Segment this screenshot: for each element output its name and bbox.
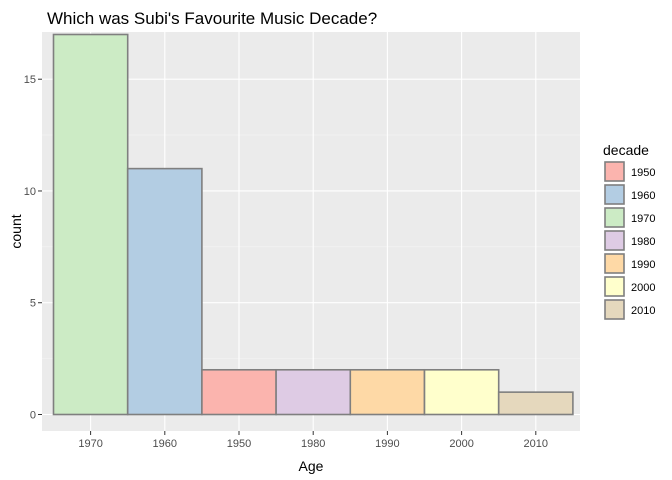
bar (52, 33, 129, 416)
bar (126, 167, 203, 416)
legend-items: 1950 1960 1970 1980 1990 2000 2010 (604, 161, 655, 320)
x-tick-label: 1960 (153, 438, 177, 450)
y-tick-label: 0 (30, 410, 36, 422)
bars (52, 33, 574, 416)
bar (423, 368, 500, 416)
legend-label: 2010 (631, 305, 655, 317)
y-axis: 0 5 10 15 (24, 74, 42, 422)
legend: decade 1950 1960 1970 1980 1990 2000 2010 (603, 142, 655, 320)
legend-label: 2000 (631, 282, 655, 294)
y-tick-label: 5 (30, 298, 36, 310)
y-axis-title: count (8, 214, 24, 248)
bar (201, 368, 277, 416)
bar (349, 368, 426, 416)
legend-label: 1960 (631, 190, 655, 202)
x-tick-label: 1980 (301, 438, 325, 450)
legend-label: 1970 (631, 213, 655, 225)
x-tick-label: 1970 (78, 438, 102, 450)
bar (275, 368, 352, 416)
x-tick-label: 2000 (449, 438, 473, 450)
x-tick-label: 1990 (375, 438, 399, 450)
legend-swatch (604, 184, 625, 205)
x-tick-label: 1950 (227, 438, 251, 450)
legend-label: 1990 (631, 259, 655, 271)
x-axis: 1970 1960 1950 1980 1990 2000 2010 (78, 431, 548, 450)
legend-swatch (604, 161, 625, 182)
x-tick-label: 2010 (524, 438, 548, 450)
legend-swatch (604, 207, 625, 228)
legend-swatch (604, 299, 625, 320)
chart-title: Which was Subi's Favourite Music Decade? (47, 9, 377, 28)
legend-label: 1980 (631, 236, 655, 248)
legend-title: decade (603, 142, 649, 158)
bar (497, 391, 574, 416)
legend-label: 1950 (631, 167, 655, 179)
y-tick-label: 15 (24, 74, 36, 86)
legend-swatch (604, 253, 625, 274)
y-tick-label: 10 (24, 186, 36, 198)
x-axis-title: Age (299, 458, 324, 474)
legend-swatch (604, 230, 625, 251)
legend-swatch (604, 276, 625, 297)
